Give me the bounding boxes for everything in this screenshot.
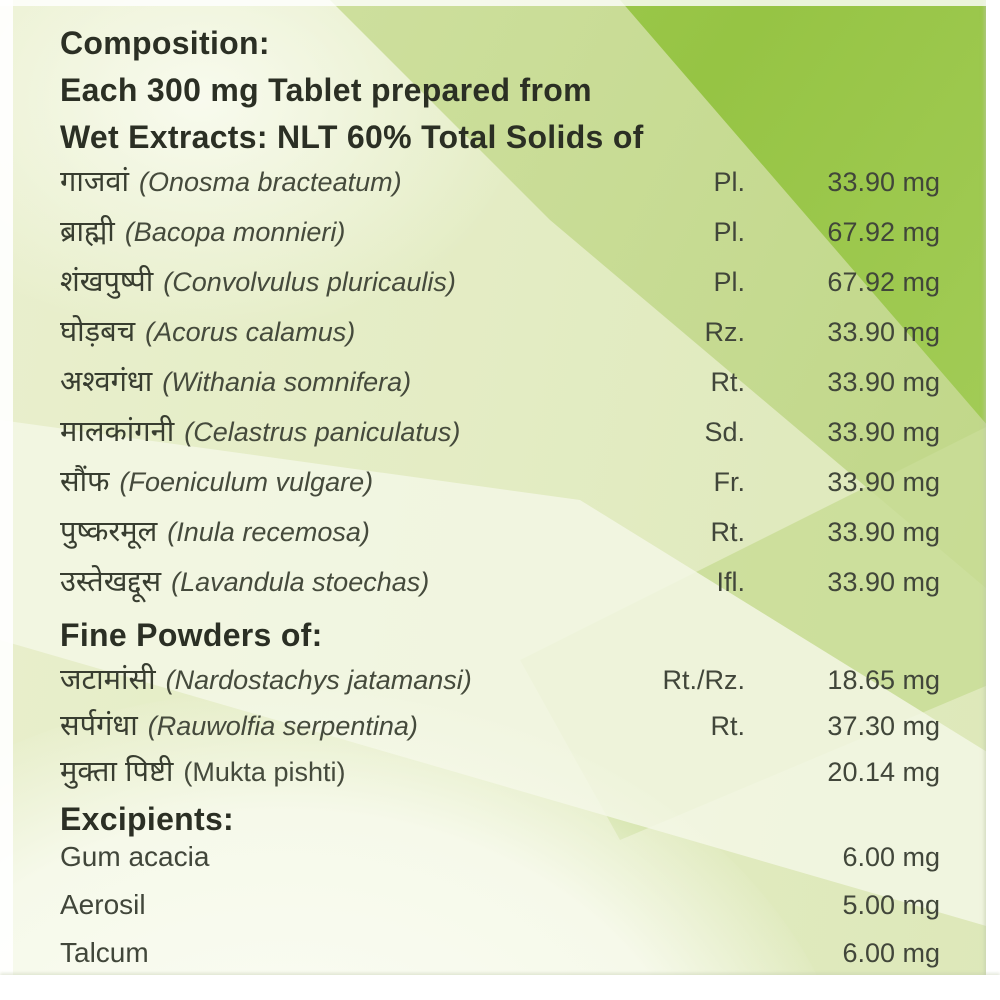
plant-part: Fr. xyxy=(713,467,746,497)
ingredient-amount: 33.90 mg xyxy=(827,567,940,597)
ingredient-row: ब्राह्मी (Bacopa monnieri) Pl. 67.92 mg xyxy=(60,211,940,261)
ingredient-amount: 33.90 mg xyxy=(827,367,940,397)
ingredient-name-hindi: घोड़बच xyxy=(60,316,136,348)
excipient-row: Talcum 6.00 mg xyxy=(60,937,940,985)
ingredient-name-hindi: उस्तेखद्दूस xyxy=(60,566,162,598)
excipient-name: Talcum xyxy=(60,937,149,968)
ingredient-name-latin: (Foeniculum vulgare) xyxy=(119,467,374,497)
plant-part: Rt./Rz. xyxy=(662,665,745,695)
ingredient-row: सौंफ (Foeniculum vulgare) Fr. 33.90 mg xyxy=(60,461,940,511)
excipients-list: Gum acacia 6.00 mg Aerosil 5.00 mg Talcu… xyxy=(60,841,940,985)
plant-part: Sd. xyxy=(704,417,745,447)
excipients-heading: Excipients: xyxy=(60,801,235,837)
ingredient-amount: 20.14 mg xyxy=(827,757,940,787)
ingredient-row: पुष्करमूल (Inula recemosa) Rt. 33.90 mg xyxy=(60,511,940,561)
ingredient-name-latin: (Withania somnifera) xyxy=(162,367,412,397)
ingredient-row: उस्तेखद्दूस (Lavandula stoechas) Ifl. 33.… xyxy=(60,561,940,611)
top-edge-strip xyxy=(0,0,1000,6)
composition-heading: Composition: xyxy=(60,25,270,61)
excipient-amount: 5.00 mg xyxy=(842,890,940,920)
ingredient-name-hindi: शंखपुष्पी xyxy=(60,266,154,298)
plant-part: Rt. xyxy=(710,367,745,397)
ingredient-name-latin: (Celastrus paniculatus) xyxy=(184,417,461,447)
excipient-amount: 6.00 mg xyxy=(842,938,940,968)
ingredient-name-hindi: जटामांसी xyxy=(60,664,156,696)
ingredient-name-latin: (Mukta pishti) xyxy=(183,757,346,787)
excipient-name: Gum acacia xyxy=(60,841,210,872)
ingredient-amount: 33.90 mg xyxy=(827,317,940,347)
plant-part: Pl. xyxy=(713,267,745,297)
ingredient-name-latin: (Onosma bracteatum) xyxy=(139,167,402,197)
ingredient-amount: 18.65 mg xyxy=(827,665,940,695)
ingredient-amount: 33.90 mg xyxy=(827,467,940,497)
ingredient-name-hindi: अश्वगंधा xyxy=(60,366,153,398)
fine-powders-list: जटामांसी (Nardostachys jatamansi) Rt./Rz.… xyxy=(60,659,940,797)
wet-extracts-heading: Wet Extracts: NLT 60% Total Solids of xyxy=(60,119,644,155)
wet-extracts-list: गाजवां (Onosma bracteatum) Pl. 33.90 mg ब… xyxy=(60,161,940,611)
ingredient-name-hindi: ब्राह्मी xyxy=(60,216,115,248)
ingredient-row: घोड़बच (Acorus calamus) Rz. 33.90 mg xyxy=(60,311,940,361)
ingredient-name-hindi: मुक्ता पिष्टी xyxy=(60,756,174,788)
excipient-row: Gum acacia 6.00 mg xyxy=(60,841,940,889)
ingredient-amount: 33.90 mg xyxy=(827,417,940,447)
right-edge-strip xyxy=(986,0,1000,1000)
ingredient-name-latin: (Acorus calamus) xyxy=(145,317,356,347)
ingredient-amount: 37.30 mg xyxy=(827,711,940,741)
left-edge-strip xyxy=(0,0,13,1000)
ingredient-name-latin: (Inula recemosa) xyxy=(167,517,370,547)
plant-part: Pl. xyxy=(713,167,745,197)
ingredient-amount: 33.90 mg xyxy=(827,167,940,197)
ingredient-row: गाजवां (Onosma bracteatum) Pl. 33.90 mg xyxy=(60,161,940,211)
plant-part: Rz. xyxy=(704,317,746,347)
plant-part: Pl. xyxy=(713,217,745,247)
ingredient-row: शंखपुष्पी (Convolvulus pluricaulis) Pl. 6… xyxy=(60,261,940,311)
plant-part: Rt. xyxy=(710,711,745,741)
ingredient-row: सर्पगंधा (Rauwolfia serpentina) Rt. 37.30… xyxy=(60,705,940,751)
ingredient-amount: 67.92 mg xyxy=(827,267,940,297)
fine-powders-heading: Fine Powders of: xyxy=(60,617,323,653)
excipient-row: Aerosil 5.00 mg xyxy=(60,889,940,937)
ingredient-name-hindi: गाजवां xyxy=(60,166,129,198)
excipient-amount: 6.00 mg xyxy=(842,842,940,872)
ingredient-row: जटामांसी (Nardostachys jatamansi) Rt./Rz.… xyxy=(60,659,940,705)
ingredient-name-hindi: मालकांगनी xyxy=(60,416,175,448)
ingredient-amount: 33.90 mg xyxy=(827,517,940,547)
ingredient-name-hindi: सर्पगंधा xyxy=(60,710,138,742)
ingredient-name-hindi: पुष्करमूल xyxy=(60,516,158,548)
excipient-name: Aerosil xyxy=(60,889,146,920)
ingredient-amount: 67.92 mg xyxy=(827,217,940,247)
ingredient-name-latin: (Lavandula stoechas) xyxy=(171,567,430,597)
ingredient-name-latin: (Rauwolfia serpentina) xyxy=(147,711,418,741)
bottom-edge-strip xyxy=(0,975,1000,1000)
plant-part: Rt. xyxy=(710,517,745,547)
ingredient-name-latin: (Nardostachys jatamansi) xyxy=(165,665,472,695)
ingredient-row: मुक्ता पिष्टी (Mukta pishti) 20.14 mg xyxy=(60,751,940,797)
ingredient-row: अश्वगंधा (Withania somnifera) Rt. 33.90 m… xyxy=(60,361,940,411)
ingredient-row: मालकांगनी (Celastrus paniculatus) Sd. 33.… xyxy=(60,411,940,461)
ingredient-name-latin: (Convolvulus pluricaulis) xyxy=(163,267,456,297)
plant-part: Ifl. xyxy=(716,567,745,597)
tablet-statement: Each 300 mg Tablet prepared from xyxy=(60,72,592,108)
ingredient-name-latin: (Bacopa monnieri) xyxy=(124,217,346,247)
ingredient-name-hindi: सौंफ xyxy=(60,466,110,498)
